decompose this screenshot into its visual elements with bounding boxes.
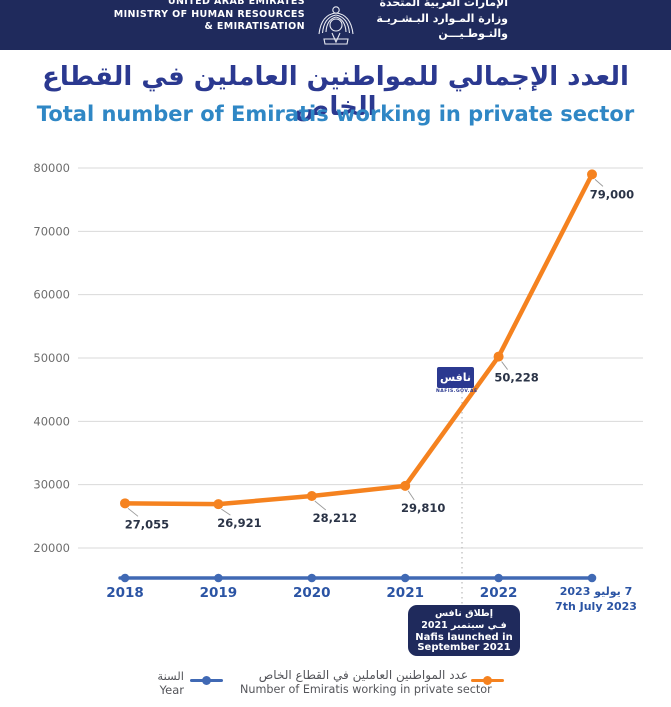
y-tick-label: 70000	[33, 224, 70, 238]
year-point	[214, 573, 223, 583]
data-point	[400, 480, 411, 491]
data-point	[120, 498, 130, 509]
year-point	[120, 573, 130, 583]
year-point	[494, 573, 503, 583]
label-leader-line	[127, 507, 139, 517]
nafis-logo-url: NAFIS.GOV.AE	[436, 389, 478, 394]
legend-series-marker-dot	[483, 676, 492, 685]
header-line-ar-2: وزارة المـوارد البـشـريـة	[376, 11, 508, 25]
data-point	[587, 169, 597, 180]
header-line-en-3: & EMIRATISATION	[204, 21, 305, 32]
year-label-english: 7th July 2023	[555, 600, 637, 613]
y-tick-label: 40000	[33, 414, 70, 428]
legend-year-labels: السنة Year	[118, 669, 184, 697]
header-line-ar-3: والتـوطـيـــن	[438, 27, 508, 40]
legend-series-arabic: عدد المواطنين العاملين في القطاع الخاص	[258, 668, 468, 682]
series-line	[122, 172, 595, 507]
y-tick-label: 20000	[33, 541, 70, 555]
header-line-en-1: UNITED ARAB EMIRATES	[167, 0, 305, 7]
year-label: 2018	[106, 585, 144, 601]
header-line-en-2: MINISTRY OF HUMAN RESOURCES	[113, 8, 305, 20]
legend-year-arabic: السنة	[157, 669, 184, 683]
y-tick-label: 60000	[33, 288, 70, 302]
year-label-arabic: 7 يوليو 2023	[560, 585, 632, 598]
label-leader-line	[501, 361, 508, 370]
year-label: 2019	[200, 585, 238, 601]
ministry-header-band: UNITED ARAB EMIRATES MINISTRY OF HUMAN R…	[0, 0, 671, 50]
nafis-launch-annotation: إطلاق نافس فـي سبتمبر 2021 Nafis launche…	[408, 605, 520, 656]
annotation-english-line-2: September 2021	[417, 641, 511, 653]
data-point	[306, 490, 317, 501]
ministry-name-english: UNITED ARAB EMIRATES MINISTRY OF HUMAN R…	[114, 0, 305, 34]
data-point	[213, 499, 224, 510]
nafis-logo: نافس	[437, 367, 474, 388]
uae-falcon-emblem-icon	[314, 1, 358, 48]
y-tick-label: 80000	[33, 161, 70, 175]
legend-series-english: Number of Emiratis working in private se…	[240, 682, 492, 696]
line-chart: 20000 30000 40000 50000 60000 70000 80000 27,05…	[0, 150, 671, 625]
year-label: 2021	[386, 585, 424, 601]
annotation-arabic-line-1: إطلاق نافس	[434, 608, 493, 619]
year-point	[400, 573, 410, 583]
y-tick-label: 30000	[33, 478, 70, 492]
data-point-label: 27,055	[125, 517, 169, 531]
chart-title-arabic: العدد الإجمالي للمواطنين العاملين في الق…	[42, 62, 629, 122]
year-point	[587, 573, 597, 583]
header-line-ar-1: الإمارات العربية المتحدة	[379, 0, 508, 9]
legend-series-labels: عدد المواطنين العاملين في القطاع الخاص N…	[240, 668, 492, 697]
label-leader-line	[221, 508, 231, 516]
year-point	[307, 573, 317, 583]
data-point-label: 50,228	[494, 371, 538, 385]
label-leader-line	[594, 179, 604, 187]
legend-series-marker	[471, 674, 504, 687]
year-label: 2022	[480, 585, 518, 601]
nafis-logo-arabic: نافس	[440, 371, 472, 384]
annotation-arabic-line-2: فـي سبتمبر 2021	[421, 619, 507, 631]
data-point-label: 26,921	[217, 516, 261, 530]
annotation-english-line-1: Nafis launched in	[415, 632, 513, 643]
legend-year-marker	[190, 674, 223, 687]
legend-year-marker-dot	[202, 676, 211, 685]
legend-year-english: Year	[159, 683, 184, 697]
year-label: 2020	[293, 585, 331, 601]
y-tick-label: 50000	[33, 351, 70, 365]
data-point	[493, 351, 504, 362]
data-point-label: 29,810	[401, 501, 445, 515]
ministry-name-arabic: الإمارات العربية المتحدة وزارة المـوارد …	[366, 0, 508, 42]
label-leader-line	[407, 490, 415, 501]
data-point-label: 79,000	[590, 187, 634, 201]
label-leader-line	[314, 500, 327, 511]
data-point-label: 28,212	[313, 511, 357, 525]
chart-title-english: Total number of Emiratis working in priv…	[36, 102, 635, 126]
line-chart-svg: 20000 30000 40000 50000 60000 70000 80000 27,05…	[33, 161, 643, 613]
